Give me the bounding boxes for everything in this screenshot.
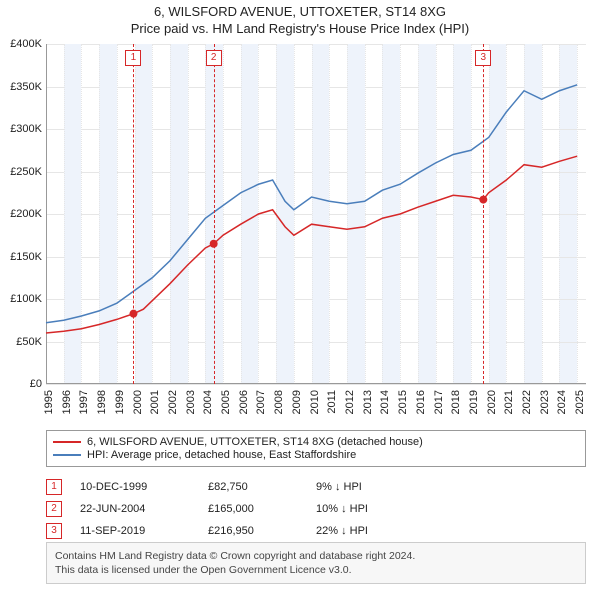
x-tick-label: 2016 bbox=[415, 390, 427, 414]
x-tick-label: 2011 bbox=[326, 390, 338, 414]
x-tick-label: 1999 bbox=[114, 390, 126, 414]
transaction-badge: 1 bbox=[46, 479, 62, 495]
transaction-date: 11-SEP-2019 bbox=[80, 525, 190, 537]
x-tick-label: 2020 bbox=[486, 390, 498, 414]
legend-label: 6, WILSFORD AVENUE, UTTOXETER, ST14 8XG … bbox=[87, 436, 423, 448]
x-tick-label: 2003 bbox=[185, 390, 197, 414]
x-tick-label: 1995 bbox=[43, 390, 55, 414]
x-tick-label: 2005 bbox=[220, 390, 232, 414]
transaction-row: 2 22-JUN-2004 £165,000 10% ↓ HPI bbox=[46, 498, 586, 520]
transaction-badge: 3 bbox=[475, 50, 491, 66]
title-subtitle: Price paid vs. HM Land Registry's House … bbox=[0, 21, 600, 36]
y-tick-label: £350K bbox=[10, 81, 46, 93]
transaction-vline bbox=[133, 44, 134, 384]
x-tick-label: 2025 bbox=[574, 390, 586, 414]
transaction-badge: 2 bbox=[206, 50, 222, 66]
y-tick-label: £200K bbox=[10, 208, 46, 220]
transaction-vline bbox=[483, 44, 484, 384]
legend-label: HPI: Average price, detached house, East… bbox=[87, 449, 356, 461]
legend-item-hpi: HPI: Average price, detached house, East… bbox=[53, 449, 579, 461]
legend-swatch-icon bbox=[53, 454, 81, 456]
footer-line: Contains HM Land Registry data © Crown c… bbox=[55, 549, 577, 563]
legend-swatch-icon bbox=[53, 441, 81, 443]
x-tick-label: 2021 bbox=[503, 390, 515, 414]
x-tick-label: 2014 bbox=[379, 390, 391, 414]
x-tick-label: 1998 bbox=[96, 390, 108, 414]
chart-plot-area: 1995199619971998199920002001200220032004… bbox=[46, 44, 586, 384]
x-tick-label: 2002 bbox=[167, 390, 179, 414]
y-tick-label: £250K bbox=[10, 166, 46, 178]
y-tick-label: £0 bbox=[30, 378, 46, 390]
transactions-table: 1 10-DEC-1999 £82,750 9% ↓ HPI 2 22-JUN-2004 £… bbox=[46, 476, 586, 542]
x-tick-label: 2006 bbox=[238, 390, 250, 414]
transaction-diff: 22% ↓ HPI bbox=[316, 525, 456, 537]
transaction-row: 3 11-SEP-2019 £216,950 22% ↓ HPI bbox=[46, 520, 586, 542]
x-tick-label: 2019 bbox=[468, 390, 480, 414]
y-tick-label: £150K bbox=[10, 251, 46, 263]
transaction-badge: 2 bbox=[46, 501, 62, 517]
y-tick-label: £400K bbox=[10, 38, 46, 50]
footer-attribution: Contains HM Land Registry data © Crown c… bbox=[46, 542, 586, 584]
x-tick-label: 2015 bbox=[397, 390, 409, 414]
series-line bbox=[46, 85, 577, 323]
transaction-date: 10-DEC-1999 bbox=[80, 481, 190, 493]
x-tick-label: 2013 bbox=[362, 390, 374, 414]
x-tick-label: 2009 bbox=[291, 390, 303, 414]
x-tick-label: 2012 bbox=[344, 390, 356, 414]
x-tick-label: 2018 bbox=[450, 390, 462, 414]
transaction-price: £82,750 bbox=[208, 481, 298, 493]
x-tick-label: 1996 bbox=[61, 390, 73, 414]
transaction-badge: 3 bbox=[46, 523, 62, 539]
x-tick-label: 2004 bbox=[202, 390, 214, 414]
y-tick-label: £50K bbox=[16, 336, 46, 348]
transaction-diff: 10% ↓ HPI bbox=[316, 503, 456, 515]
transaction-vline bbox=[214, 44, 215, 384]
x-tick-label: 2017 bbox=[433, 390, 445, 414]
transaction-diff: 9% ↓ HPI bbox=[316, 481, 456, 493]
gridline-h bbox=[46, 384, 586, 385]
x-tick-label: 2024 bbox=[556, 390, 568, 414]
x-tick-label: 2010 bbox=[309, 390, 321, 414]
transaction-price: £165,000 bbox=[208, 503, 298, 515]
y-tick-label: £300K bbox=[10, 123, 46, 135]
x-tick-label: 2023 bbox=[539, 390, 551, 414]
x-tick-label: 2008 bbox=[273, 390, 285, 414]
chart-titles: 6, WILSFORD AVENUE, UTTOXETER, ST14 8XG … bbox=[0, 0, 600, 36]
legend: 6, WILSFORD AVENUE, UTTOXETER, ST14 8XG … bbox=[46, 430, 586, 467]
x-tick-label: 1997 bbox=[78, 390, 90, 414]
transaction-badge: 1 bbox=[125, 50, 141, 66]
x-tick-label: 2000 bbox=[132, 390, 144, 414]
y-tick-label: £100K bbox=[10, 293, 46, 305]
legend-item-price-paid: 6, WILSFORD AVENUE, UTTOXETER, ST14 8XG … bbox=[53, 436, 579, 448]
title-address: 6, WILSFORD AVENUE, UTTOXETER, ST14 8XG bbox=[0, 4, 600, 19]
transaction-row: 1 10-DEC-1999 £82,750 9% ↓ HPI bbox=[46, 476, 586, 498]
series-line bbox=[46, 156, 577, 333]
footer-line: This data is licensed under the Open Gov… bbox=[55, 563, 577, 577]
transaction-price: £216,950 bbox=[208, 525, 298, 537]
x-tick-label: 2001 bbox=[149, 390, 161, 414]
transaction-date: 22-JUN-2004 bbox=[80, 503, 190, 515]
x-tick-label: 2007 bbox=[255, 390, 267, 414]
chart-svg bbox=[46, 44, 586, 384]
figure: 6, WILSFORD AVENUE, UTTOXETER, ST14 8XG … bbox=[0, 0, 600, 590]
x-tick-label: 2022 bbox=[521, 390, 533, 414]
